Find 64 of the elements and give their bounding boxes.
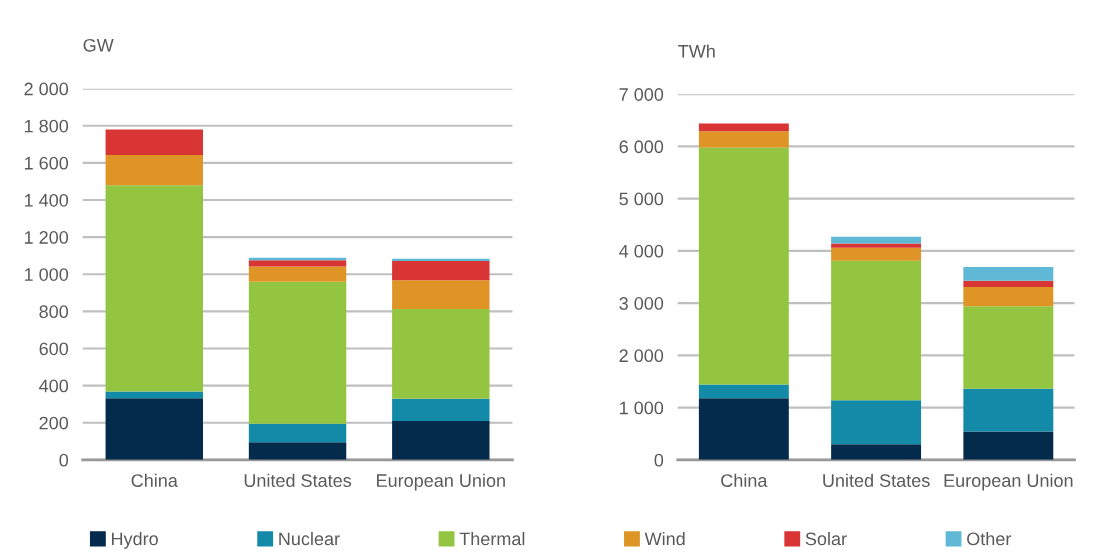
y-tick-label: 1 000: [620, 401, 664, 415]
y-tick-label: 6 000: [619, 140, 664, 154]
legend-label: Nuclear: [279, 532, 340, 546]
y-tick-label: 0: [654, 453, 664, 467]
bar: [105, 398, 203, 460]
bar: [831, 247, 922, 261]
bar: [698, 131, 789, 148]
legend-label: Other: [967, 532, 1012, 546]
y-axis-title: GW: [83, 38, 114, 52]
bar: [963, 267, 1054, 281]
bar: [963, 431, 1054, 460]
y-tick-label: 3 000: [619, 297, 664, 310]
bar: [105, 154, 203, 186]
bar: [105, 129, 203, 155]
bar: [105, 185, 203, 392]
y-tick-label: 1 200: [24, 231, 69, 244]
y-tick-label: 2 000: [619, 349, 664, 363]
bar: [831, 260, 922, 401]
legend-label: Wind: [644, 532, 685, 546]
bar: [963, 388, 1054, 432]
x-tick-label: European Union: [944, 473, 1073, 491]
bar: [248, 266, 347, 282]
bar: [963, 306, 1054, 389]
bar: [392, 261, 490, 281]
x-tick-label: China: [721, 473, 768, 487]
y-tick-label: 5 000: [619, 192, 664, 206]
bar: [248, 260, 347, 267]
x-tick-label: China: [131, 473, 178, 487]
bar: [698, 123, 789, 132]
x-tick-label: United States: [823, 473, 930, 487]
bar: [248, 442, 347, 460]
x-tick-label: European Union: [377, 473, 505, 491]
bar: [831, 243, 922, 248]
legend-label: Hydro: [111, 532, 158, 549]
bar: [963, 286, 1054, 307]
bar: [698, 147, 789, 385]
y-axis-title: TWh: [678, 44, 715, 58]
y-tick-label: 1 000: [24, 268, 69, 281]
y-tick-label: 400: [39, 379, 69, 393]
legend-label: Solar: [805, 532, 847, 546]
y-tick-label: 1 600: [24, 156, 69, 170]
bar: [392, 398, 490, 422]
bar: [831, 444, 922, 460]
bar: [248, 423, 347, 443]
bar: [392, 308, 490, 399]
y-tick-label: 800: [39, 305, 69, 319]
y-tick-label: 0: [59, 453, 69, 467]
legend-label: Thermal: [459, 532, 525, 546]
bar: [392, 421, 490, 460]
y-tick-label: 1 400: [24, 193, 69, 207]
bar: [698, 398, 789, 460]
y-tick-label: 2 000: [24, 82, 69, 96]
y-tick-label: 600: [39, 342, 69, 356]
bar: [698, 384, 789, 399]
bar: [831, 236, 922, 244]
y-tick-label: 4 000: [619, 244, 664, 258]
bar: [248, 281, 347, 424]
y-tick-label: 1 800: [24, 119, 69, 133]
bar: [963, 280, 1054, 287]
y-tick-label: 200: [39, 416, 69, 430]
y-tick-label: 7 000: [619, 88, 664, 101]
bar: [392, 280, 490, 309]
x-tick-label: United States: [244, 473, 352, 487]
bar: [831, 400, 922, 445]
